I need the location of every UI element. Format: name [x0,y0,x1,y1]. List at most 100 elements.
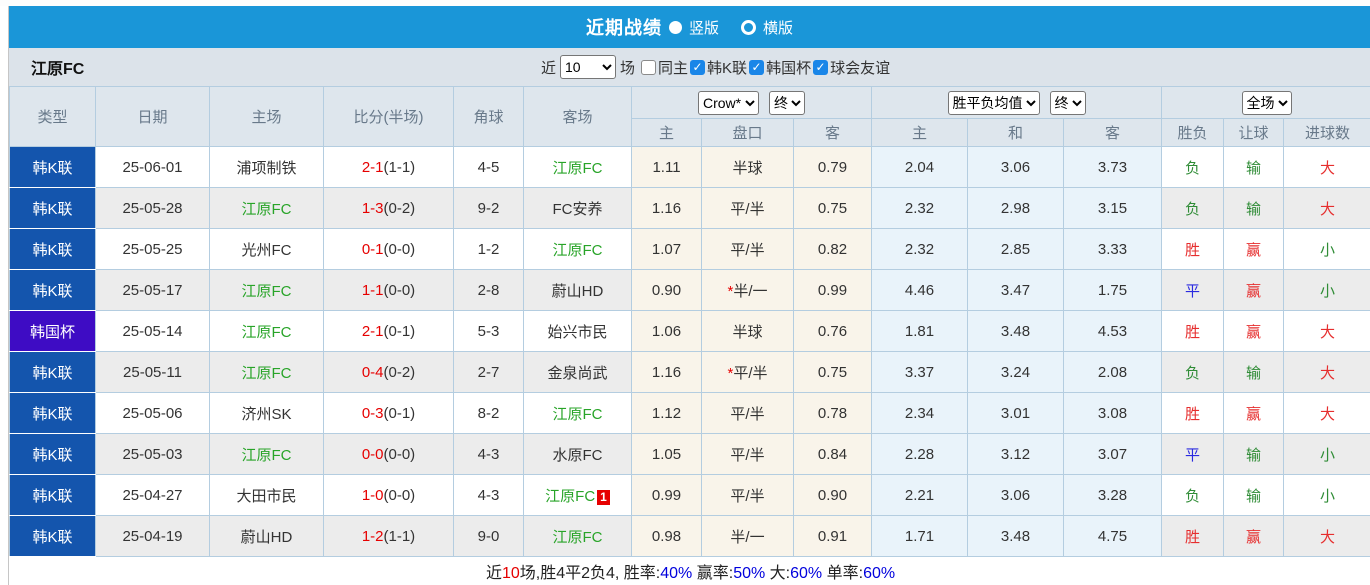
handicap-result-cell: 赢 [1223,269,1285,311]
checkbox-label: 韩K联 [707,59,748,77]
result-cell: 胜 [1161,228,1225,270]
away-team-cell: 蔚山HD [523,269,632,311]
halftime-score: (0-2) [383,199,416,217]
summary-segment: 10 [501,565,520,583]
mean-away-cell: 3.73 [1063,146,1163,188]
checkbox-checked-icon[interactable]: ✓ [749,59,765,75]
mean-home-cell: 2.21 [871,474,969,516]
goals-cell: 大 [1283,146,1370,188]
date-cell: 25-05-14 [95,310,210,352]
away-team-name: 江原FC [552,405,603,423]
filter-checkbox-item[interactable]: 同主 [639,57,688,78]
goals-cell: 小 [1283,269,1370,311]
away-team-cell: 江原FC [523,146,632,188]
checkbox-label: 同主 [658,59,689,77]
away-team-name: FC安养 [552,200,603,218]
odds-home-cell: 0.98 [631,515,702,557]
handicap-cell: 平/半 [701,433,794,475]
odds-away-cell: 0.76 [792,310,873,352]
radio-horizontal-label[interactable]: 横版 [763,19,794,37]
checkbox-checked-icon[interactable]: ✓ [690,59,706,75]
table-row: 韩K联 25-04-27 大田市民 1-0(0-0) 4-3 江原FC 1 0.99 平/半 0.… [9,474,1370,516]
type-cell: 韩K联 [9,433,96,475]
handicap-result-cell: 赢 [1223,310,1285,352]
handicap-result-cell: 赢 [1223,515,1285,557]
home-team-name: 蔚山HD [240,528,293,546]
odds-away-cell: 0.82 [792,228,873,270]
goals-cell: 小 [1283,228,1370,270]
handicap-cell: 平/半 [701,228,794,270]
mean-draw-cell: 3.48 [967,310,1065,352]
result-cell: 负 [1161,474,1225,516]
checkbox-checked-icon[interactable]: ✓ [813,59,829,75]
top-margin-strip [0,0,1370,6]
table-row: 韩K联 25-05-11 江原FC 0-4(0-2) 2-7 金泉尚武 1.16 *平/半 0.… [9,351,1370,393]
filter-checkbox-item[interactable]: ✓ 球会友谊 [811,57,890,78]
period-select[interactable]: 全场 [1241,90,1292,115]
halftime-score: (0-0) [383,445,416,463]
result-cell: 负 [1161,351,1225,393]
fulltime-score: 2-1 [361,322,384,340]
mean-draw-cell: 3.48 [967,515,1065,557]
subheader-handicap-result: 让球 [1223,118,1285,147]
handicap-cell: 半/一 [701,515,794,557]
mean-away-cell: 1.75 [1063,269,1163,311]
date-cell: 25-05-03 [95,433,210,475]
radio-selected-icon[interactable] [668,20,682,34]
odds-away-cell: 0.99 [792,269,873,311]
title-bar: 近期战绩 竖版 横版 [9,6,1370,48]
goals-cell: 大 [1283,187,1370,229]
fulltime-score: 0-1 [361,240,384,258]
mean-type-select[interactable]: 胜平负均值 [947,90,1040,115]
subheader-odds-home: 主 [631,118,702,147]
date-cell: 25-05-11 [95,351,210,393]
halftime-score: (0-0) [383,281,416,299]
score-cell: 0-3(0-1) [323,392,454,434]
home-team-name: 江原FC [241,323,292,341]
summary-segment: 60% [790,565,823,583]
away-team-name: 金泉尚武 [547,364,608,382]
odds-away-cell: 0.78 [792,392,873,434]
page-title: 近期战绩 [585,18,662,38]
mean-away-cell: 4.75 [1063,515,1163,557]
odds-company-select[interactable]: Crow* [698,90,759,115]
red-card-badge: 1 [597,489,610,505]
page-content: 近期战绩 竖版 横版 江原FC 近 10 场 同主 ✓ 韩K联 ✓ 韩国杯 ✓ 球会友谊 类… [8,6,1370,585]
home-team-name: 光州FC [241,241,292,259]
mean-draw-cell: 3.12 [967,433,1065,475]
filter-checkbox-item[interactable]: ✓ 韩K联 [688,57,747,78]
checkbox-label: 韩国杯 [766,59,812,77]
home-team-cell: 江原FC [209,351,324,393]
date-cell: 25-05-17 [95,269,210,311]
mean-home-cell: 2.32 [871,187,969,229]
handicap-result-cell: 输 [1223,351,1285,393]
summary-segment: 赢率: [692,565,734,583]
checkbox-unchecked-icon[interactable] [641,59,657,75]
home-team-cell: 江原FC [209,433,324,475]
corner-cell: 9-0 [453,515,524,557]
score-cell: 0-4(0-2) [323,351,454,393]
away-team-cell: 江原FC [523,228,632,270]
mean-home-cell: 2.04 [871,146,969,188]
subheader-mean-home: 主 [871,118,969,147]
summary-segment: 60% [863,565,896,583]
fulltime-score: 0-4 [361,363,384,381]
radio-vertical-label[interactable]: 竖版 [688,19,719,37]
handicap-cell: *半/一 [701,269,794,311]
result-cell: 平 [1161,433,1225,475]
odds-time-select[interactable]: 终 [769,90,805,115]
results-table: 类型 日期 主场 比分(半场) 角球 客场 Crow* 终 胜平负均值终 全场 主… [9,86,1370,585]
subheader-mean-draw: 和 [967,118,1065,147]
corner-cell: 1-2 [453,228,524,270]
filter-bar: 江原FC 近 10 场 同主 ✓ 韩K联 ✓ 韩国杯 ✓ 球会友谊 [9,48,1370,86]
filter-checkbox-item[interactable]: ✓ 韩国杯 [747,57,811,78]
radio-unselected-icon[interactable] [741,19,756,35]
mean-time-select[interactable]: 终 [1049,90,1086,115]
subheader-odds-away: 客 [792,118,873,147]
type-cell: 韩K联 [9,146,96,188]
away-team-cell: 金泉尚武 [523,351,632,393]
away-team-name: 江原FC [552,528,603,546]
result-cell: 胜 [1161,515,1225,557]
results-tbody: 韩K联 25-06-01 浦项制铁 2-1(1-1) 4-5 江原FC 1.11 半球 0.79… [9,146,1370,557]
match-count-select[interactable]: 10 [560,55,617,79]
